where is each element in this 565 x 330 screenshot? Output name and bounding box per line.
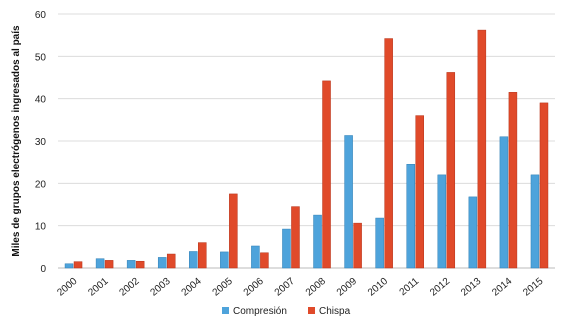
x-tick-label: 2001 [86,276,110,299]
x-tick-label: 2012 [428,276,452,299]
bar-chispa-2003 [166,253,176,269]
x-tick-label: 2003 [149,276,173,299]
legend-label-chispa: Chispa [319,306,351,317]
bar-chispa-2002 [135,260,145,269]
legend: Compresión Chispa [222,306,351,317]
x-tick-label: 2007 [273,276,297,299]
bar-compresion-2002 [126,260,136,269]
x-tick-label: 2004 [180,276,204,299]
bar-chispa-2009 [353,222,362,269]
x-tick-label: 2015 [521,276,545,299]
bar-compresion-2008 [313,214,322,269]
bars [64,29,549,269]
bar-compresion-2000 [64,263,74,269]
bar-chispa-2001 [104,260,114,269]
legend-swatch-chispa [308,307,315,314]
x-tick-label: 2006 [242,276,266,299]
bar-chispa-2012 [446,72,456,269]
bar-chispa-2013 [477,29,487,269]
x-tick-label: 2000 [55,276,79,299]
bar-compresion-2003 [157,257,167,269]
bar-compresion-2005 [220,251,229,269]
bar-chispa-2006 [260,252,269,269]
bar-chispa-2005 [229,193,238,269]
bar-chispa-2014 [508,92,518,269]
bar-compresion-2006 [251,245,260,269]
y-tick-label: 40 [35,95,47,106]
bar-chispa-2000 [73,261,83,269]
y-tick-label: 0 [40,264,46,275]
x-tick-label: 2009 [335,276,359,299]
bar-compresion-2007 [282,228,291,269]
bar-compresion-2012 [437,174,447,269]
bar-compresion-2009 [344,135,353,269]
bar-compresion-2010 [375,217,384,269]
bar-chispa-2015 [539,102,549,269]
x-tick-label: 2005 [211,276,235,299]
bar-compresion-2004 [189,251,198,269]
y-tick-label: 50 [35,52,47,63]
x-tick-label: 2013 [459,276,483,299]
bar-chispa-2004 [198,242,207,269]
x-tick-label: 2011 [398,276,422,299]
bar-chispa-2007 [291,206,300,269]
bar-chispa-2010 [384,38,393,269]
y-axis-label: Miles de grupos electrógenos ingresados … [11,25,22,257]
x-tick-label: 2002 [117,276,141,299]
x-tick-label: 2014 [490,276,514,299]
y-tick-label: 30 [35,137,47,148]
x-tick-label: 2010 [366,276,390,299]
bar-compresion-2001 [95,258,105,269]
y-tick-label: 20 [35,179,47,190]
bar-compresion-2014 [499,136,509,269]
bar-compresion-2015 [530,174,540,269]
bar-compresion-2011 [406,164,415,269]
x-tick-label: 2008 [304,276,328,299]
bar-chispa-2008 [322,80,331,269]
bar-compresion-2013 [468,196,478,269]
legend-label-compresion: Compresión [233,306,287,317]
y-tick-label: 10 [35,222,47,233]
y-tick-label: 60 [35,10,47,21]
legend-swatch-compresion [222,307,229,314]
bar-chispa-2011 [415,115,424,269]
